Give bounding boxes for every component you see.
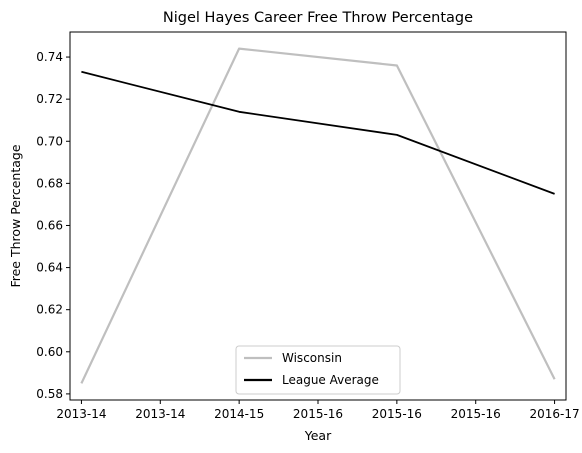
x-tick-label-6: 2016-17 <box>529 407 579 421</box>
y-tick-label-3: 0.64 <box>36 261 63 275</box>
x-tick-label-1: 2013-14 <box>135 407 185 421</box>
legend-box <box>235 345 401 395</box>
y-tick-label-1: 0.60 <box>36 345 63 359</box>
y-tick-label-5: 0.68 <box>36 176 63 190</box>
x-axis-label: Year <box>304 428 332 443</box>
legend: Wisconsin League Average <box>235 345 401 395</box>
plot-area: 2013-14 2013-14 2014-15 2015-16 2015-16 2015-… <box>36 31 580 421</box>
x-tick-label-4: 2015-16 <box>372 407 422 421</box>
y-tick-label-6: 0.70 <box>36 134 63 148</box>
x-tick-label-3: 2015-16 <box>293 407 343 421</box>
y-tick-label-8: 0.74 <box>36 50 63 64</box>
y-tick-label-2: 0.62 <box>36 303 63 317</box>
y-tick-label-4: 0.66 <box>36 218 63 232</box>
y-tick-label-7: 0.72 <box>36 92 63 106</box>
series-line-0 <box>80 47 556 384</box>
series-line-1 <box>81 70 555 195</box>
x-tick-label-0: 2013-14 <box>56 407 106 421</box>
y-axis-label: Free Throw Percentage <box>8 144 23 287</box>
legend-label-0: Wisconsin <box>282 351 342 365</box>
chart-title: Nigel Hayes Career Free Throw Percentage <box>163 10 473 26</box>
legend-label-1: League Average <box>282 373 379 387</box>
y-tick-label-0: 0.58 <box>36 387 63 401</box>
x-tick-label-5: 2015-16 <box>451 407 501 421</box>
x-tick-label-2: 2014-15 <box>214 407 264 421</box>
